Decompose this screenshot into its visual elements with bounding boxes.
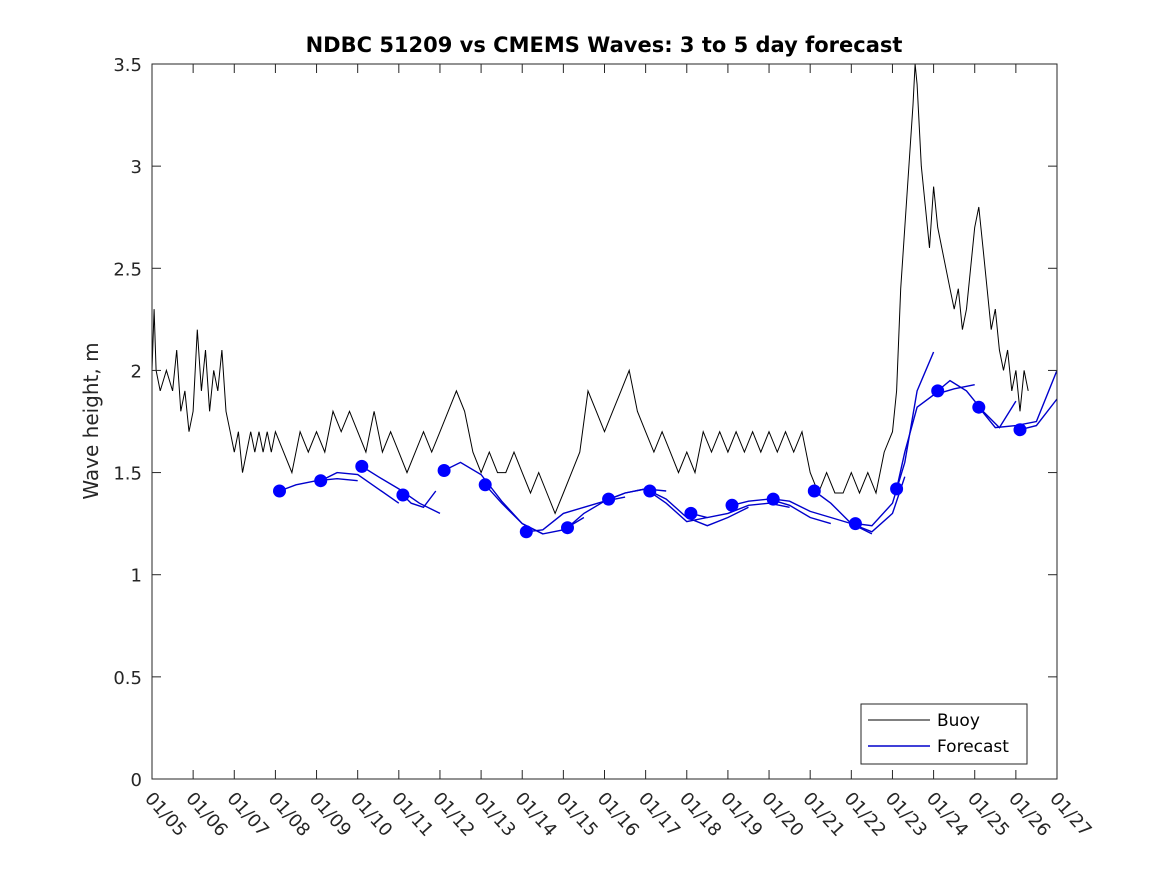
plot-area xyxy=(151,63,1058,539)
forecast-point xyxy=(972,400,986,414)
y-tick-label: 3 xyxy=(131,157,142,178)
forecast-point xyxy=(519,525,533,539)
forecast-point xyxy=(602,492,616,506)
y-tick-label: 0.5 xyxy=(113,668,142,689)
y-tick-label: 1 xyxy=(131,566,142,587)
forecast-point xyxy=(561,521,574,535)
forecast-point xyxy=(931,384,945,398)
forecast-point xyxy=(766,492,780,506)
y-tick-label: 1.5 xyxy=(113,464,142,485)
legend-label-forecast: Forecast xyxy=(937,737,1009,757)
series-forecast-line-8 xyxy=(608,488,708,523)
forecast-point xyxy=(643,484,657,498)
forecast-point xyxy=(725,498,739,512)
forecast-point xyxy=(355,459,369,473)
chart-title: NDBC 51209 vs CMEMS Waves: 3 to 5 day fo… xyxy=(306,33,903,57)
forecast-point xyxy=(1013,423,1027,437)
series-forecast-line-16 xyxy=(937,379,1017,429)
series-buoy-line xyxy=(151,63,1029,515)
legend-box xyxy=(860,703,1028,765)
y-tick-label: 2 xyxy=(131,361,142,382)
forecast-point xyxy=(478,478,492,492)
series-forecast-line-13 xyxy=(813,476,906,533)
forecast-point xyxy=(437,464,451,477)
series-forecast-line-9 xyxy=(649,490,749,527)
y-tick-label: 3.5 xyxy=(113,55,142,76)
legend: Buoy Forecast xyxy=(860,703,1028,765)
forecast-point xyxy=(890,482,904,496)
forecast-point xyxy=(684,506,698,520)
forecast-point xyxy=(807,484,821,498)
series-forecast-line-11 xyxy=(731,498,831,525)
y-tick-label: 0 xyxy=(131,770,142,791)
series-forecast-line-2 xyxy=(361,465,441,515)
series-forecast-line-15 xyxy=(895,384,975,490)
y-tick-label: 2.5 xyxy=(113,259,142,280)
forecast-point xyxy=(396,488,410,502)
legend-label-buoy: Buoy xyxy=(937,711,980,731)
y-axis-label: Wave height, m xyxy=(79,342,103,499)
forecast-point xyxy=(273,484,286,498)
series-forecast-line-1 xyxy=(320,471,400,504)
forecast-point xyxy=(314,474,328,488)
forecast-point xyxy=(848,517,862,531)
